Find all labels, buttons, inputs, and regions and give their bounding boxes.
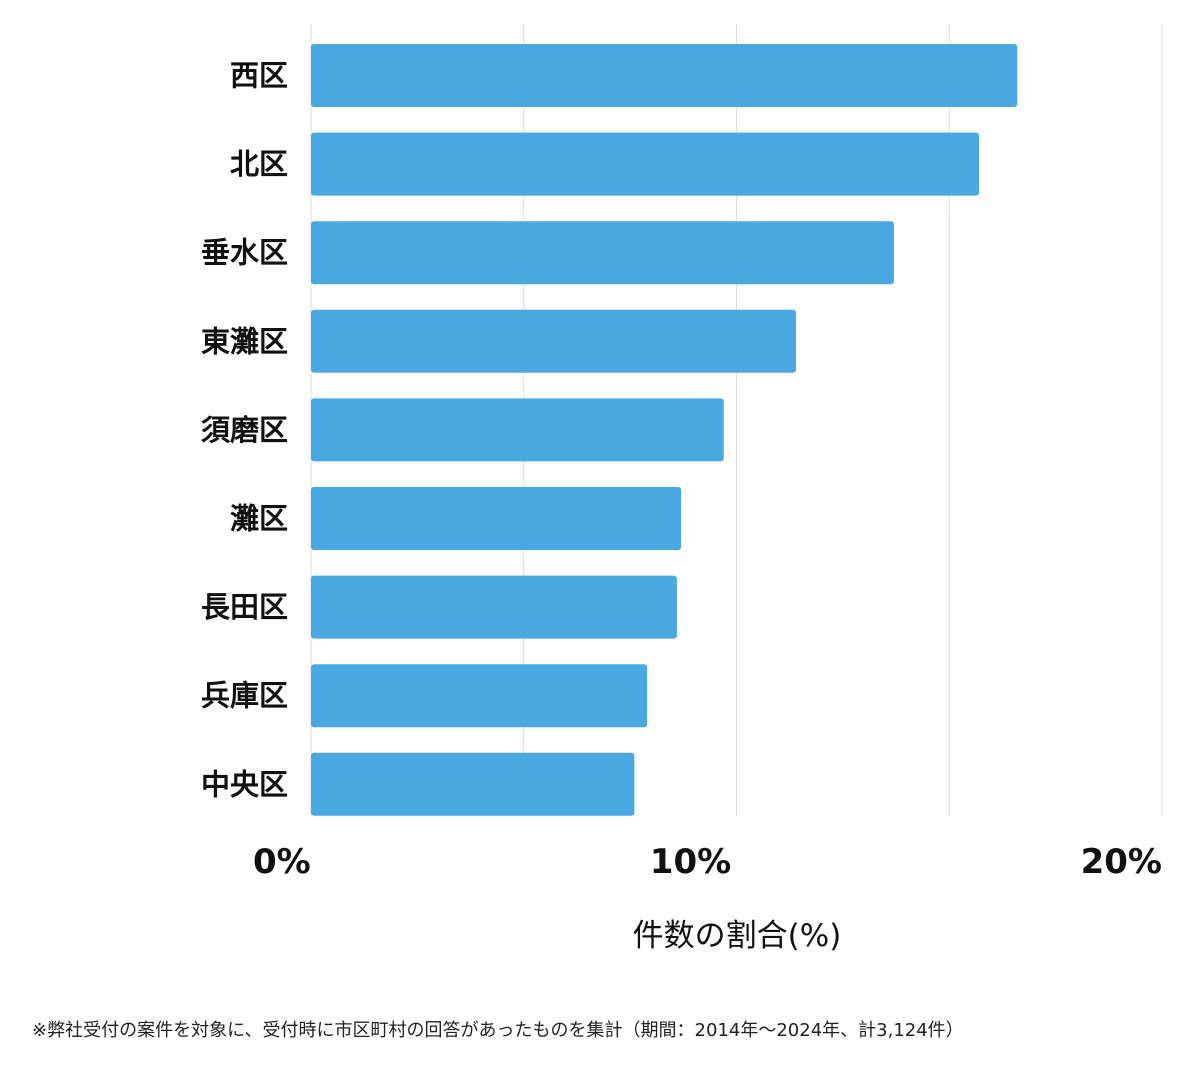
bars <box>311 44 1018 816</box>
category-label: 灘区 <box>230 502 288 536</box>
x-tick-labels: 0% 10% 20% <box>253 842 1162 882</box>
bar <box>311 309 797 373</box>
bar <box>311 44 1018 107</box>
bar <box>311 575 677 639</box>
category-label: 須磨区 <box>201 413 288 447</box>
category-label: 中央区 <box>201 767 288 801</box>
category-label: 東灘区 <box>201 324 288 358</box>
footnote: ※弊社受付の案件を対象に、受付時に市区町村の回答があったものを集計（期間：201… <box>32 1020 964 1041</box>
bar <box>311 132 980 196</box>
category-label: 西区 <box>230 59 288 93</box>
category-label: 長田区 <box>201 590 288 624</box>
x-tick-label: 0% <box>253 842 311 882</box>
bar <box>311 487 682 550</box>
x-tick-label: 20% <box>1081 842 1162 882</box>
bar <box>311 752 635 816</box>
category-label: 垂水区 <box>201 236 288 270</box>
x-axis-title: 件数の割合(%) <box>633 918 842 954</box>
bar <box>311 398 724 462</box>
category-label: 北区 <box>230 147 288 181</box>
category-label: 兵庫区 <box>201 679 288 713</box>
x-tick-label: 10% <box>650 842 731 882</box>
bar <box>311 664 648 728</box>
bar <box>311 221 894 285</box>
